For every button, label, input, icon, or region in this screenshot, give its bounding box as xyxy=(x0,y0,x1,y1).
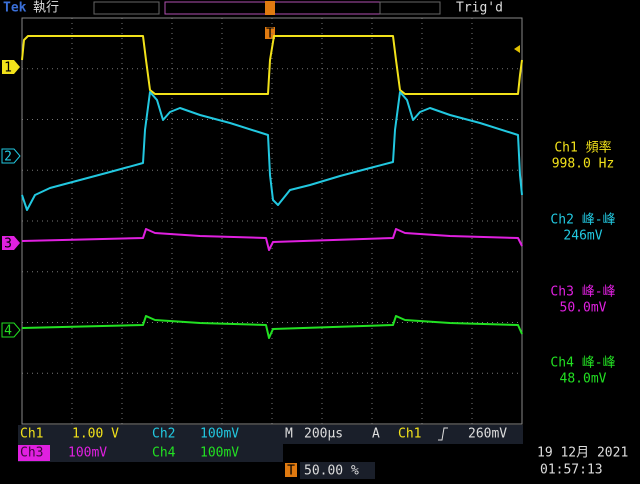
trigger-level-marker xyxy=(514,45,520,53)
trigger-state: Trig'd xyxy=(456,1,503,16)
ch2-marker xyxy=(1,148,21,164)
measurement-value: 50.0mV xyxy=(560,301,607,316)
trigger-position-icon xyxy=(265,1,275,15)
trigger-source: Ch1 xyxy=(398,427,421,442)
ch2-name: Ch2 xyxy=(152,427,175,442)
ch1-waveform xyxy=(21,35,523,95)
measurement-label: Ch1 頻率 xyxy=(554,140,611,156)
ch1-marker xyxy=(2,60,20,74)
measurement-label: Ch2 峰-峰 xyxy=(550,213,615,228)
date: 19 12月 2021 xyxy=(537,446,628,461)
ch3-name: Ch3 xyxy=(20,446,43,461)
ch4-waveform xyxy=(21,315,523,339)
brand: Tek xyxy=(3,1,27,16)
measurement-value: 246mV xyxy=(563,229,602,244)
position-value: 50.00 % xyxy=(304,464,359,479)
trigger-level: 260mV xyxy=(468,427,507,442)
record-bar xyxy=(379,1,441,15)
status-row xyxy=(18,425,523,444)
measurement-label: Ch3 峰-峰 xyxy=(550,285,615,300)
ch4-marker xyxy=(1,322,21,338)
time: 01:57:13 xyxy=(540,463,603,478)
ch3-name-bg xyxy=(18,445,50,461)
ch1-scale: 1.00 V xyxy=(72,427,119,442)
status-row xyxy=(18,444,283,462)
record-bar xyxy=(93,1,160,15)
ch1-name: Ch1 xyxy=(20,427,43,442)
ch3-marker xyxy=(2,236,20,250)
timebase-value: 200µs xyxy=(304,427,343,442)
trigger-marker: T xyxy=(266,27,274,42)
ch2-marker-label: 2 xyxy=(4,150,12,165)
ch2-waveform xyxy=(21,91,523,211)
ch1-marker-label: 1 xyxy=(4,61,12,76)
measurement-value: 998.0 Hz xyxy=(552,157,615,172)
ch3-scale: 100mV xyxy=(68,446,107,461)
graticule xyxy=(22,18,522,424)
ch3-waveform xyxy=(21,228,523,251)
channel-markers: 1 2 3 4 xyxy=(1,60,21,339)
ch4-marker-label: 4 xyxy=(4,324,12,339)
measurement-label: Ch4 峰-峰 xyxy=(550,356,615,371)
position-marker: T xyxy=(287,464,295,479)
position-marker-bg xyxy=(285,463,297,477)
graticule-frame xyxy=(21,17,523,425)
position-box xyxy=(300,462,375,479)
ch2-scale: 100mV xyxy=(200,427,239,442)
measurement-value: 48.0mV xyxy=(560,372,607,387)
run-state: 執行 xyxy=(33,0,59,16)
trigger-slope-icon xyxy=(438,427,448,441)
timebase-label: M xyxy=(285,427,293,442)
ch4-name: Ch4 xyxy=(152,446,176,461)
ch4-scale: 100mV xyxy=(200,446,239,461)
trigger-marker-bg xyxy=(265,27,275,39)
trigger-label: A xyxy=(372,427,380,442)
ch3-marker-label: 3 xyxy=(4,237,12,252)
